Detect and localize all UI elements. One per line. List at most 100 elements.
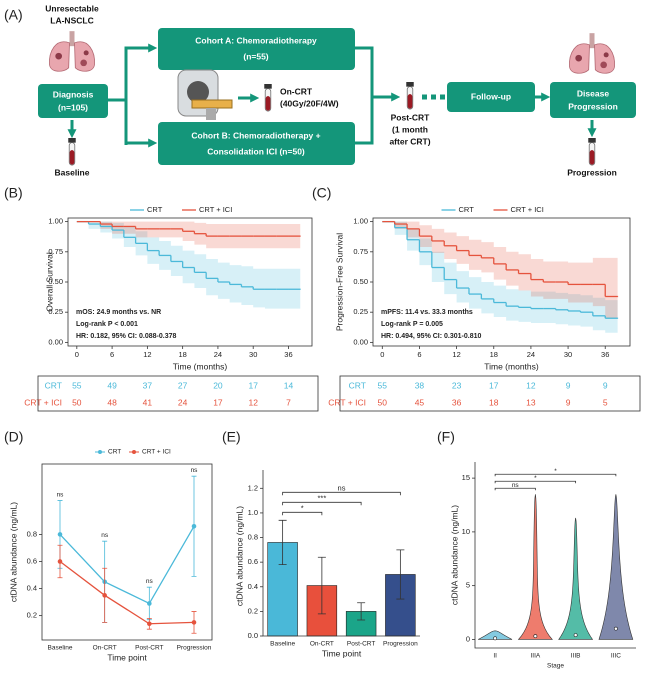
legend-label: CRT + ICI [142, 449, 171, 456]
risk-table-frame [339, 375, 641, 412]
risk-count: 48 [107, 397, 117, 407]
diagnosis: Diagnosis [53, 89, 94, 99]
point [57, 532, 63, 537]
point [191, 523, 197, 529]
median-point [573, 633, 578, 637]
risk-count: 7 [286, 397, 291, 407]
axes [474, 462, 636, 649]
violin [558, 517, 594, 640]
risk-count: 20 [213, 380, 223, 390]
x-tick-label: 36 [284, 350, 292, 359]
x-tick-label: 12 [452, 350, 460, 359]
y-tick-label: 0.50 [48, 277, 63, 286]
risk-count: 9 [566, 380, 571, 390]
y-tick-label: 1.00 [48, 217, 63, 226]
annotation: ns [57, 491, 65, 498]
x-axis-label: Time (months) [484, 361, 539, 371]
y-tick-label: 10 [462, 527, 470, 536]
risk-table-frame [37, 375, 319, 412]
risk-count: 12 [526, 380, 536, 390]
plot-frame [41, 463, 213, 641]
tube-icon [587, 138, 597, 166]
series-line [59, 525, 195, 605]
tube-icon [67, 138, 77, 166]
point [147, 621, 152, 627]
risk-count: 50 [378, 397, 388, 407]
risk-count: 49 [107, 380, 117, 390]
y-tick-label: 0.00 [353, 337, 368, 346]
x-tick-label: 18 [490, 350, 498, 359]
annotation: ns [146, 578, 154, 585]
y-tick-label: 0.6 [248, 557, 258, 566]
post-crt: Post-CRT [391, 112, 431, 122]
y-tick-label: 1.2 [248, 483, 258, 492]
x-tick-label: Baseline [48, 645, 73, 652]
risk-count: 37 [143, 380, 153, 390]
x-tick-label: II [493, 653, 497, 660]
y-tick-label: 0.25 [353, 307, 368, 316]
disease-progression: Disease [577, 88, 609, 98]
risk-count: 45 [415, 397, 425, 407]
diagnosis: (n=105) [58, 102, 88, 112]
bracket [494, 487, 536, 491]
x-tick-label: IIIC [611, 653, 621, 660]
post-crt: after CRT) [389, 136, 430, 146]
bracket [494, 473, 617, 477]
panel-a: (A) Unresectable LA-NSCLC Diagnosis (n=1… [4, 3, 636, 177]
bracket [282, 491, 401, 496]
x-tick-label: 18 [178, 350, 186, 359]
violin [478, 630, 513, 640]
bracket [108, 48, 128, 145]
diagnosis-box [38, 84, 108, 118]
cohort-b: Cohort B: Chemoradiotherapy + [191, 130, 320, 140]
bracket [494, 480, 577, 484]
risk-count: 17 [248, 380, 258, 390]
risk-count: 12 [248, 397, 258, 407]
lung-icon [568, 32, 616, 74]
y-axis-label: ctDNA abundance (ng/mL) [449, 505, 459, 605]
x-axis-label: Time point [322, 648, 362, 658]
progression-box [550, 82, 636, 118]
population: LA-NSCLC [50, 15, 93, 25]
cohort-b-box [158, 122, 355, 165]
y-tick-label: 0.2 [248, 606, 258, 615]
bracket [355, 46, 374, 145]
tube-icon [263, 84, 273, 112]
panel-label: (F) [437, 429, 455, 445]
x-tick-label: 0 [75, 350, 79, 359]
violin [517, 494, 553, 640]
ct-scanner [177, 69, 233, 120]
legend-label: CRT + ICI [511, 205, 544, 214]
point [191, 620, 197, 625]
population: Unresectable [45, 3, 99, 13]
risk-count: 9 [566, 397, 571, 407]
bracket [282, 501, 362, 506]
y-tick-label: 0.75 [48, 247, 63, 256]
x-tick-label: 6 [417, 350, 421, 359]
disease-progression: Progression [568, 101, 618, 111]
risk-count: 5 [603, 397, 608, 407]
x-tick-label: On-CRT [93, 645, 117, 652]
x-tick-label: IIIB [571, 653, 581, 660]
y-tick-label: 1.0 [248, 508, 258, 517]
panel-label: (E) [222, 429, 241, 445]
panel-label: (C) [312, 185, 331, 201]
risk-row-label: CRT + ICI [328, 397, 366, 407]
x-tick-label: Progression [177, 645, 212, 652]
risk-count: 17 [489, 380, 499, 390]
series-line [59, 560, 195, 625]
risk-count: 55 [378, 380, 388, 390]
annotation: mPFS: 11.4 vs. 33.3 months [381, 309, 473, 316]
significance: ns [512, 482, 520, 489]
x-tick-label: 24 [527, 350, 535, 359]
risk-count: 9 [603, 380, 608, 390]
significance: *** [317, 493, 326, 502]
y-tick-label: 0.75 [353, 247, 368, 256]
y-tick-label: 0.8 [248, 533, 258, 542]
significance: ns [338, 483, 346, 492]
risk-count: 50 [72, 397, 82, 407]
x-axis-label: Time point [107, 652, 147, 662]
x-tick-label: 6 [110, 350, 114, 359]
y-axis-label: ctDNA abundance (ng/mL) [8, 502, 18, 602]
